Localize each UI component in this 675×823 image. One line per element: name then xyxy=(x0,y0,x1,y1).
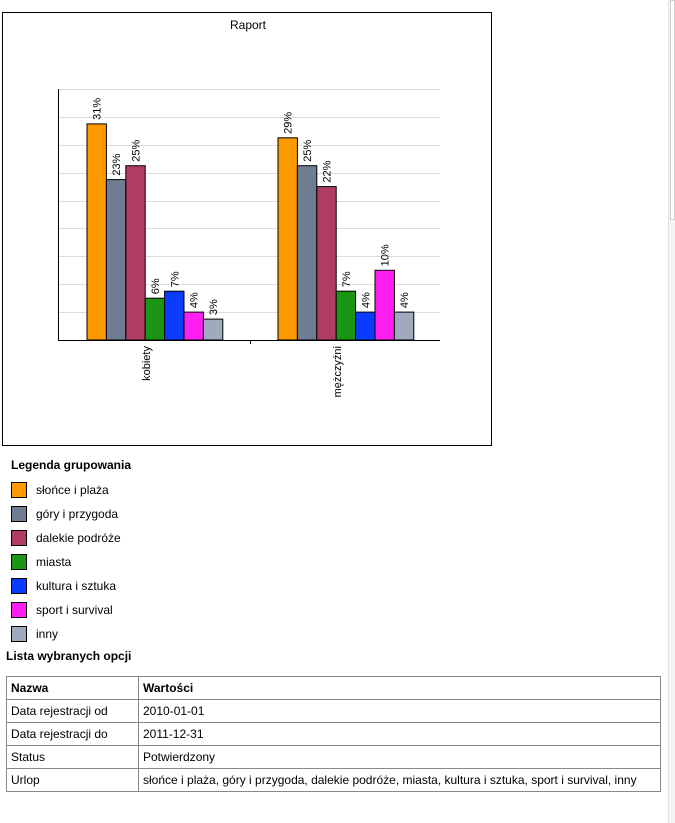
option-name: Data rejestracji od xyxy=(6,699,139,723)
bar xyxy=(335,290,357,341)
legend-item: sport i survival xyxy=(11,598,131,622)
table-row: Urlop słońce i plaża, góry i przygoda, d… xyxy=(6,768,661,792)
table-row: Status Potwierdzony xyxy=(6,745,661,769)
option-value: 2011-12-31 xyxy=(138,722,661,746)
data-label: 25% xyxy=(131,139,143,161)
category-label: mężczyźni xyxy=(332,346,344,397)
table-row: Data rejestracji do 2011-12-31 xyxy=(6,722,661,746)
table-row: Data rejestracji od 2010-01-01 xyxy=(6,699,661,723)
legend-item: kultura i sztuka xyxy=(11,574,131,598)
chart-title: Raport xyxy=(230,18,267,32)
scrollbar-thumb[interactable] xyxy=(670,0,675,220)
category-label: kobiety xyxy=(141,346,153,381)
bar-chart: Raport 31% 23% 25% 6% 7% 4% 3% kobiety 29% 25% 22% 7… xyxy=(58,18,440,397)
options-header-row: Nazwa Wartości xyxy=(6,676,661,700)
data-label: 4% xyxy=(360,292,372,308)
legend-item: miasta xyxy=(11,550,131,574)
option-value: słońce i plaża, góry i przygoda, dalekie… xyxy=(138,768,661,792)
data-label: 7% xyxy=(341,271,353,287)
data-label: 31% xyxy=(92,98,104,120)
bar xyxy=(105,179,127,341)
data-label: 22% xyxy=(322,160,334,182)
legend-item: słońce i plaża xyxy=(11,478,131,502)
data-label: 7% xyxy=(169,271,181,287)
bar xyxy=(374,269,395,341)
legend: Legenda grupowania słońce i plaża góry i … xyxy=(11,458,131,646)
option-name: Data rejestracji do xyxy=(6,722,139,746)
data-label: 29% xyxy=(283,112,295,134)
bar xyxy=(277,137,298,341)
legend-swatch xyxy=(11,506,27,522)
legend-item: góry i przygoda xyxy=(11,502,131,526)
data-label: 4% xyxy=(399,292,411,308)
option-name: Status xyxy=(6,745,139,769)
legend-swatch xyxy=(11,602,27,618)
legend-label: słońce i plaża xyxy=(36,483,109,497)
options-title: Lista wybranych opcji xyxy=(6,649,132,663)
legend-label: sport i survival xyxy=(36,603,113,617)
data-label: 10% xyxy=(380,244,392,266)
bar xyxy=(355,311,376,341)
data-label: 3% xyxy=(208,299,220,315)
bar xyxy=(393,311,415,341)
legend-label: kultura i sztuka xyxy=(36,579,117,593)
legend-swatch xyxy=(11,626,27,642)
bar xyxy=(125,165,146,341)
bar xyxy=(296,165,318,341)
data-label: 23% xyxy=(111,153,123,175)
data-label: 25% xyxy=(302,139,314,161)
legend-item: inny xyxy=(11,622,131,646)
legend-label: inny xyxy=(36,627,59,641)
vertical-scrollbar[interactable] xyxy=(668,0,675,823)
option-name: Urlop xyxy=(6,768,139,792)
legend-swatch xyxy=(11,554,27,570)
legend-swatch xyxy=(11,482,27,498)
legend-label: miasta xyxy=(36,555,72,569)
options-table: Nazwa Wartości Data rejestracji od 2010-… xyxy=(6,676,661,792)
data-label: 6% xyxy=(150,278,162,294)
legend-swatch xyxy=(11,578,27,594)
legend-swatch xyxy=(11,530,27,546)
data-label: 4% xyxy=(189,292,201,308)
legend-title: Legenda grupowania xyxy=(11,458,132,472)
legend-label: góry i przygoda xyxy=(36,507,119,521)
bar xyxy=(202,318,224,341)
bar xyxy=(183,311,204,341)
option-value: Potwierdzony xyxy=(138,745,661,769)
legend-item: dalekie podróże xyxy=(11,526,131,550)
option-value: 2010-01-01 xyxy=(138,699,661,723)
bar xyxy=(144,297,166,341)
bar xyxy=(316,186,337,341)
legend-items: słońce i plaża góry i przygoda dalekie pod… xyxy=(11,478,131,646)
legend-label: dalekie podróże xyxy=(36,531,121,545)
bar xyxy=(164,290,185,341)
bar xyxy=(86,123,107,341)
header-value: Wartości xyxy=(138,676,661,700)
chart-panel: Raport 31% 23% 25% 6% 7% 4% 3% kobiety 29% 25% 22% 7… xyxy=(2,12,492,446)
header-name: Nazwa xyxy=(6,676,139,700)
